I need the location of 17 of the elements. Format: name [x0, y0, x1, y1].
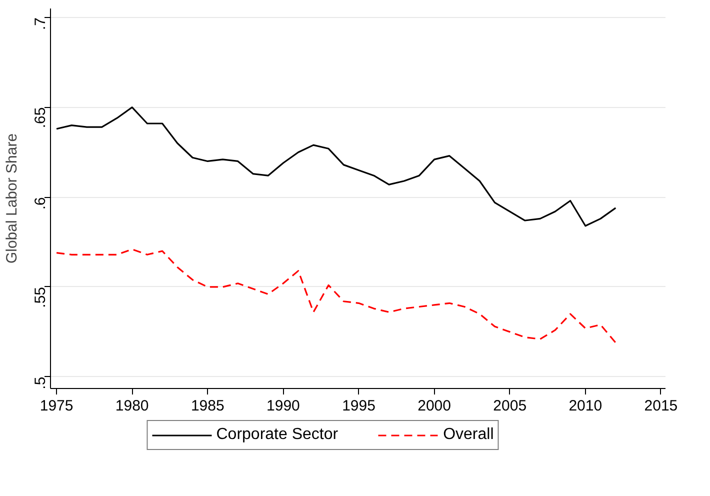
y-axis-title: Global Labor Share — [4, 133, 20, 264]
y-tick-label: .55 — [32, 286, 49, 308]
x-tick-label: 2015 — [644, 398, 678, 414]
y-tick-label: .5 — [32, 376, 49, 390]
x-tick-label: 2010 — [568, 398, 602, 414]
y-tick-label: .6 — [32, 197, 49, 210]
x-tick-label: 2005 — [493, 398, 527, 414]
y-tick-label: .65 — [32, 107, 49, 128]
legend-label: Overall — [443, 426, 494, 444]
y-tick-label: .7 — [32, 17, 49, 30]
legend-label: Corporate Sector — [216, 426, 338, 444]
x-tick-label: 1985 — [190, 398, 224, 414]
x-tick-label: 1980 — [115, 398, 149, 414]
x-tick-label: 1975 — [40, 398, 74, 414]
x-tick-label: 1995 — [342, 398, 376, 414]
x-tick-label: 1990 — [266, 398, 300, 414]
x-tick-label: 2000 — [418, 398, 451, 414]
